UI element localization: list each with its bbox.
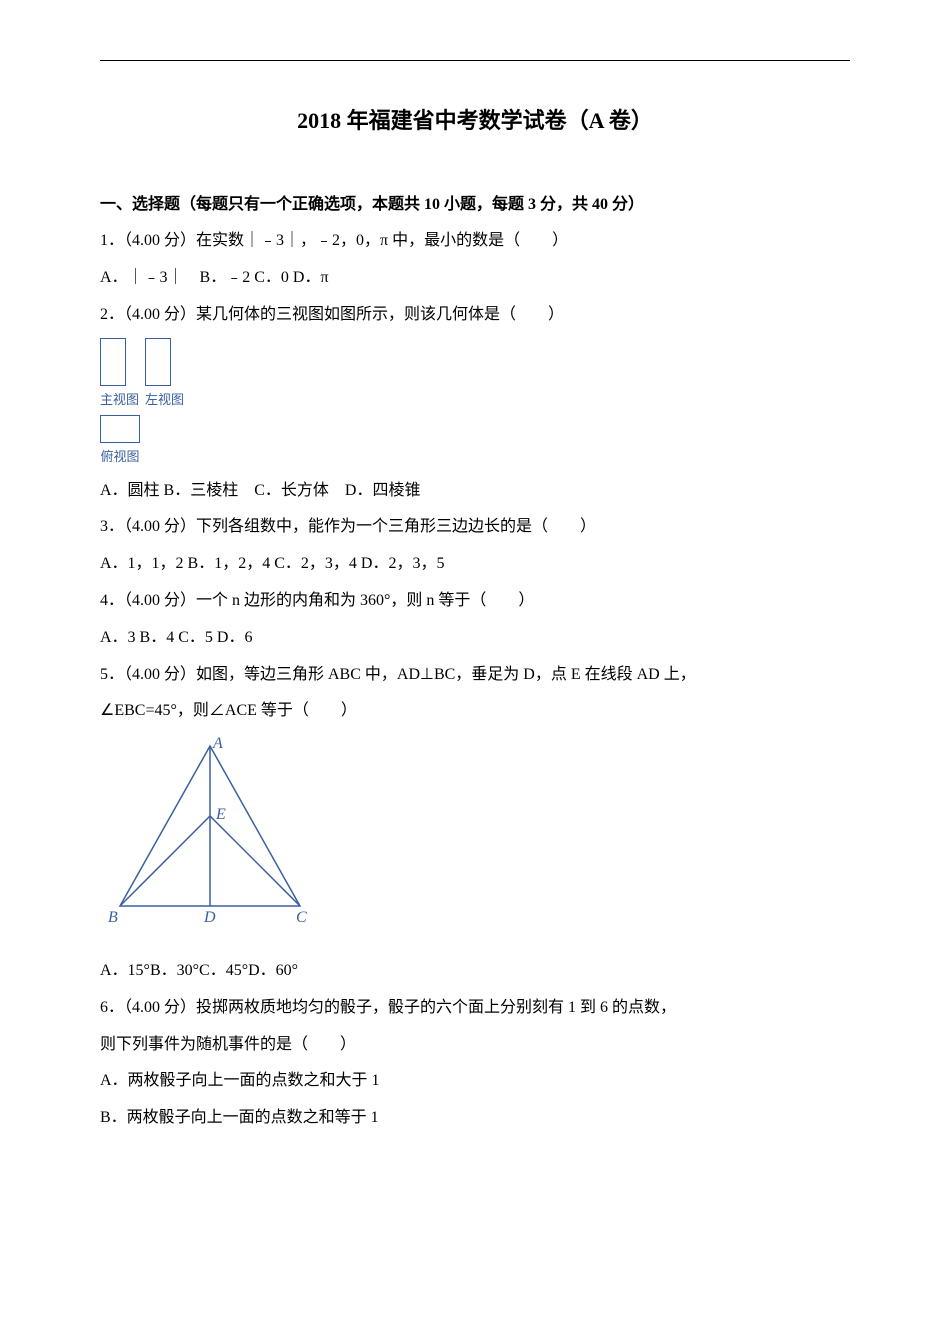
top-view-label: 俯视图 xyxy=(100,445,140,468)
exam-title: 2018 年福建省中考数学试卷（A 卷） xyxy=(100,101,850,141)
label-E: E xyxy=(215,806,226,823)
label-B: B xyxy=(108,909,118,926)
section-header: 一、选择题（每题只有一个正确选项，本题共 10 小题，每题 3 分，共 40 分… xyxy=(100,191,850,220)
question-4: 4．（4.00 分）一个 n 边形的内角和为 360°，则 n 等于（ ） xyxy=(100,587,850,616)
top-view: 俯视图 xyxy=(100,415,140,468)
question-3: 3．（4.00 分）下列各组数中，能作为一个三角形三边边长的是（ ） xyxy=(100,513,850,542)
question-6-line1: 6．（4.00 分）投掷两枚质地均匀的骰子，骰子的六个面上分别刻有 1 到 6 … xyxy=(100,994,850,1023)
question-2: 2．（4.00 分）某几何体的三视图如图所示，则该几何体是（ ） xyxy=(100,301,850,330)
question-6-optB: B．两枚骰子向上一面的点数之和等于 1 xyxy=(100,1104,850,1133)
question-6-line2: 则下列事件为随机事件的是（ ） xyxy=(100,1031,850,1060)
three-views-diagram: 主视图 左视图 俯视图 xyxy=(100,338,850,469)
top-rule xyxy=(100,60,850,61)
label-C: C xyxy=(296,909,307,926)
question-5-line2: ∠EBC=45°，则∠ACE 等于（ ） xyxy=(100,697,850,726)
question-1: 1．（4.00 分）在实数｜﹣3｜，﹣2，0，π 中，最小的数是（ ） xyxy=(100,227,850,256)
question-4-options: A．3 B．4 C．5 D．6 xyxy=(100,624,850,653)
side-view: 左视图 xyxy=(145,338,184,411)
question-1-options: A．｜﹣3｜ B．﹣2 C．0 D．π xyxy=(100,264,850,293)
label-D: D xyxy=(203,909,216,926)
question-6-optA: A．两枚骰子向上一面的点数之和大于 1 xyxy=(100,1067,850,1096)
question-3-options: A．1，1，2 B．1，2，4 C．2，3，4 D．2，3，5 xyxy=(100,550,850,579)
front-view-label: 主视图 xyxy=(100,388,139,411)
front-view: 主视图 xyxy=(100,338,139,411)
triangle-svg: A B C D E xyxy=(100,736,320,931)
label-A: A xyxy=(212,736,223,752)
question-5-options: A．15°B．30°C．45°D．60° xyxy=(100,957,850,986)
question-5-line1: 5．（4.00 分）如图，等边三角形 ABC 中，AD⊥BC，垂足为 D，点 E… xyxy=(100,661,850,690)
triangle-diagram: A B C D E xyxy=(100,736,850,942)
question-2-options: A．圆柱 B．三棱柱 C．长方体 D．四棱锥 xyxy=(100,477,850,506)
side-view-label: 左视图 xyxy=(145,388,184,411)
